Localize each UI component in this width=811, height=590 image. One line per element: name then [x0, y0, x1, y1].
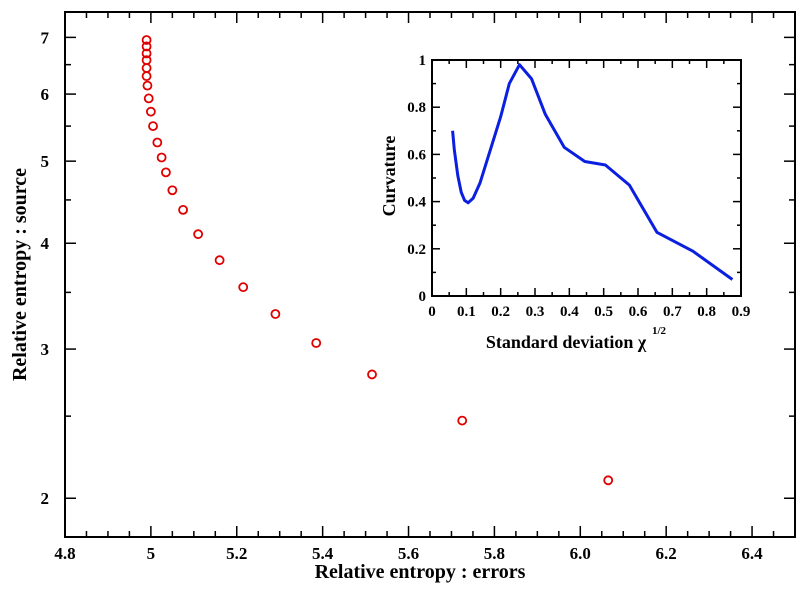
inset-x-tick-label: 0 [428, 304, 436, 320]
y-tick-label: 6 [41, 85, 50, 104]
inset-x-tick-label: 0.8 [697, 304, 716, 320]
x-tick-label: 6.4 [741, 544, 763, 563]
main-plot: 4.8 5 5.2 5.4 5.6 5.8 6.0 6.2 6.4 2 3 4 5 6 7 Relative … [9, 11, 796, 583]
inset-x-tick-label: 0.2 [491, 304, 510, 320]
data-point [178, 204, 188, 215]
inset-x-axis-label-superscript: 1/2 [652, 325, 667, 337]
inset-y-tick-label: 0.6 [407, 147, 426, 163]
data-point [148, 121, 158, 131]
y-tick-label: 2 [41, 489, 50, 508]
inset-x-tick-label: 0.3 [526, 304, 545, 320]
data-point [270, 309, 281, 319]
inset-y-axis-label: Curvature [379, 136, 399, 217]
data-point [367, 369, 377, 380]
data-point [193, 229, 204, 240]
inset-x-tick-label: 0.6 [629, 304, 648, 320]
x-tick-label: 5.8 [484, 544, 505, 563]
data-point [457, 415, 468, 426]
inset-y-tick-label: 0.8 [407, 100, 426, 116]
inset-y-tick-label: 0 [419, 289, 427, 305]
x-tick-label: 5.6 [398, 544, 419, 563]
y-tick-label: 7 [41, 28, 50, 47]
inset-plot: 0 0.1 0.2 0.3 0.4 0.5 0.6 0.7 0.8 0.9 0 0.2 0.4 0.6 0.… [379, 53, 750, 352]
y-axis-label: Relative entropy : source [9, 168, 31, 381]
data-point [311, 338, 322, 348]
data-point [161, 167, 171, 178]
data-point [152, 137, 163, 148]
x-tick-label: 5.4 [312, 544, 334, 563]
data-point [167, 185, 178, 196]
inset-x-tick-label: 0.7 [663, 304, 682, 320]
inset-y-tick-label: 0.2 [407, 242, 426, 258]
y-tick-label: 4 [41, 234, 50, 253]
y-tick-label: 5 [41, 152, 50, 171]
inset-x-tick-label: 0.5 [594, 304, 613, 320]
inset-x-tick-label: 0.9 [732, 304, 751, 320]
x-axis-label: Relative entropy : errors [315, 561, 526, 583]
data-point [238, 282, 249, 293]
inset-curve [451, 63, 734, 281]
data-point [603, 475, 614, 486]
x-tick-label: 5 [147, 544, 156, 563]
data-point [143, 93, 154, 104]
x-tick-label: 6.2 [656, 544, 677, 563]
y-tick-label: 3 [41, 340, 50, 359]
x-tick-label: 6.0 [570, 544, 591, 563]
inset-y-tick-label: 0.4 [407, 195, 426, 211]
data-point [141, 48, 152, 59]
data-point [141, 63, 152, 73]
data-point [141, 41, 152, 52]
data-point [141, 35, 152, 45]
data-point [214, 255, 225, 266]
inset-x-axis-label: Standard deviation χ [486, 332, 647, 352]
data-point [156, 152, 167, 163]
x-tick-label: 4.8 [54, 544, 75, 563]
data-point [141, 71, 152, 82]
inset-frame [431, 59, 742, 297]
inset-x-tick-label: 0.4 [560, 304, 579, 320]
inset-y-tick-label: 1 [419, 53, 427, 69]
inset-x-tick-label: 0.1 [457, 304, 476, 320]
x-tick-label: 5.2 [226, 544, 247, 563]
data-point [142, 80, 153, 91]
data-point [145, 106, 156, 117]
